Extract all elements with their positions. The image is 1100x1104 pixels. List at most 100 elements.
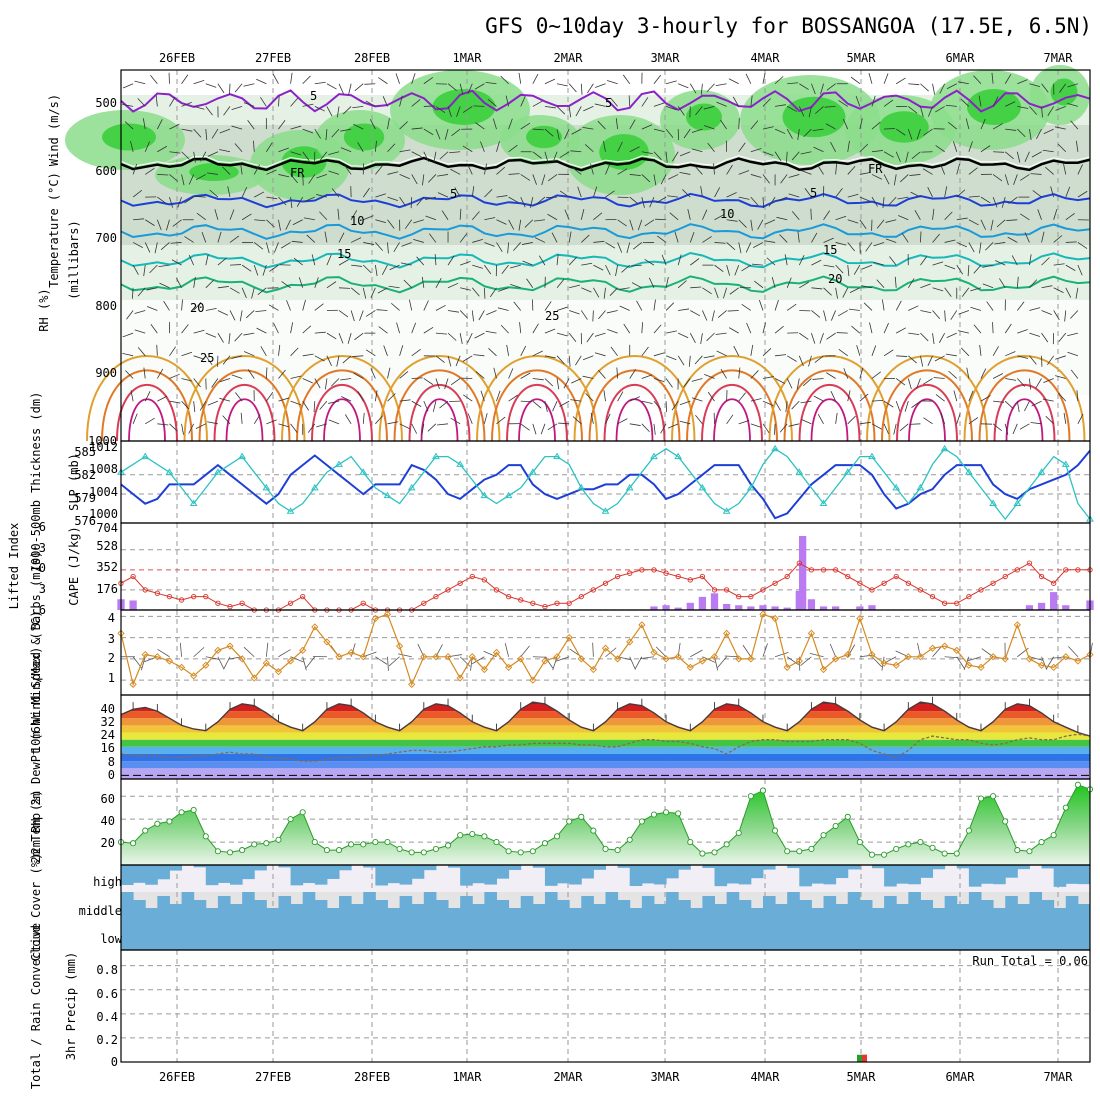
cloud-low-col — [860, 920, 873, 950]
cloud-low-col — [606, 920, 619, 950]
cloud-low-col — [690, 920, 703, 950]
cloud-high-col — [1078, 865, 1091, 884]
cloud-high-col — [327, 865, 340, 879]
y-tick-rh: 20 — [101, 836, 115, 850]
cape-bar — [699, 597, 706, 610]
x-axis-label-top: 3MAR — [651, 51, 681, 65]
rh-point — [482, 834, 487, 839]
rh-point — [1015, 847, 1020, 852]
y-tick-slp: 1004 — [89, 485, 118, 499]
cloud-low-col — [412, 920, 425, 950]
cloud-high-col — [666, 865, 679, 878]
cloud-mid-col — [799, 900, 812, 922]
cloud-mid-col — [375, 900, 388, 922]
contour-label: 10 — [720, 207, 734, 221]
cloud-high-col — [993, 865, 1006, 884]
cloud-low-col — [775, 920, 788, 950]
cloud-low-col — [763, 920, 776, 950]
rh-moist-core — [879, 111, 929, 143]
contour-label: 5 — [605, 96, 612, 110]
contour-label: 5 — [810, 186, 817, 200]
rh-point — [688, 839, 693, 844]
rh-point — [869, 852, 874, 857]
rh-point — [155, 821, 160, 826]
cloud-mid-col — [230, 904, 243, 922]
y-label-rh: RH (%) — [37, 288, 51, 331]
y-tick-temp: 16 — [101, 741, 115, 755]
rh-moist-core — [526, 126, 562, 149]
rh-point — [881, 852, 886, 857]
wind-barb-10m — [398, 654, 412, 657]
cloud-mid-col — [412, 904, 425, 922]
cloud-level-label: middle — [79, 904, 122, 918]
cloud-low-col — [387, 920, 400, 950]
cloud-high-col — [569, 865, 582, 885]
cloud-mid-col — [957, 904, 970, 922]
rh-point — [1063, 805, 1068, 810]
cloud-low-col — [230, 920, 243, 950]
cloud-high-col — [218, 865, 231, 883]
cloud-low-col — [945, 920, 958, 950]
cloud-high-col — [387, 865, 400, 883]
rh-point — [1051, 833, 1056, 838]
cloud-high-col — [654, 865, 667, 884]
run-total-label: Run Total = 0.06 — [972, 954, 1088, 968]
cloud-mid-col — [472, 904, 485, 922]
cloud-mid-col — [1066, 896, 1079, 922]
contour-label: 20 — [190, 301, 204, 315]
cloud-mid-col — [569, 908, 582, 922]
cloud-high-col — [896, 865, 909, 884]
x-axis-label-bottom: 2MAR — [554, 1070, 584, 1084]
temp-band — [121, 740, 1090, 747]
wind-barb-10m — [593, 643, 594, 657]
cape-bar — [1062, 605, 1069, 610]
cloud-low-col — [448, 920, 461, 950]
rh-point — [131, 841, 136, 846]
rh-point — [264, 841, 269, 846]
temp-band — [121, 704, 1090, 711]
cloud-mid-col — [339, 896, 352, 922]
cloud-low-col — [727, 920, 740, 950]
rh-point — [676, 811, 681, 816]
cloud-high-col — [545, 865, 558, 886]
cloud-high-col — [811, 865, 824, 884]
wind-barb-10m — [690, 650, 702, 657]
y-tick-rh: 60 — [101, 792, 115, 806]
y-label-thickness: 1000-500mb Thickness (dm) — [29, 392, 43, 573]
x-axis-label-bottom: 3MAR — [651, 1070, 681, 1084]
cloud-low-col — [339, 920, 352, 950]
cape-bar — [1026, 605, 1033, 610]
cloud-low-col — [303, 920, 316, 950]
wind-barb-10m — [194, 647, 204, 656]
cloud-mid-col — [1054, 908, 1067, 922]
y-label-2m-rh: 2m RH (%) — [29, 789, 43, 854]
cloud-mid-col — [1029, 892, 1042, 922]
cloud-low-col — [194, 920, 207, 950]
rh-point — [542, 841, 547, 846]
x-axis-label-top: 4MAR — [751, 51, 781, 65]
x-axis-label-top: 1MAR — [453, 51, 483, 65]
cloud-high-col — [412, 865, 425, 879]
cloud-low-col — [460, 920, 473, 950]
cloud-mid-col — [884, 896, 897, 922]
rh-point — [336, 847, 341, 852]
cape-bar — [723, 604, 730, 610]
cloud-low-col — [1042, 920, 1055, 950]
cloud-high-col — [496, 865, 509, 879]
rh-point — [470, 831, 475, 836]
cloud-high-col — [169, 865, 182, 871]
cloud-mid-col — [496, 900, 509, 922]
cloud-high-col — [303, 865, 316, 883]
rh-point — [833, 823, 838, 828]
cloud-mid-col — [327, 908, 340, 922]
rh-point — [300, 810, 305, 815]
y-label-slp: SLP (mb) — [67, 453, 81, 511]
cape-bar — [1050, 592, 1057, 610]
cloud-high-col — [157, 865, 170, 879]
x-axis-label-bottom: 26FEB — [159, 1070, 195, 1084]
cloud-mid-col — [981, 900, 994, 922]
panel-frame — [121, 610, 1090, 695]
cloud-level-label: low — [100, 932, 122, 946]
cloud-mid-col — [860, 900, 873, 922]
y-tick-cape: 704 — [96, 521, 118, 535]
